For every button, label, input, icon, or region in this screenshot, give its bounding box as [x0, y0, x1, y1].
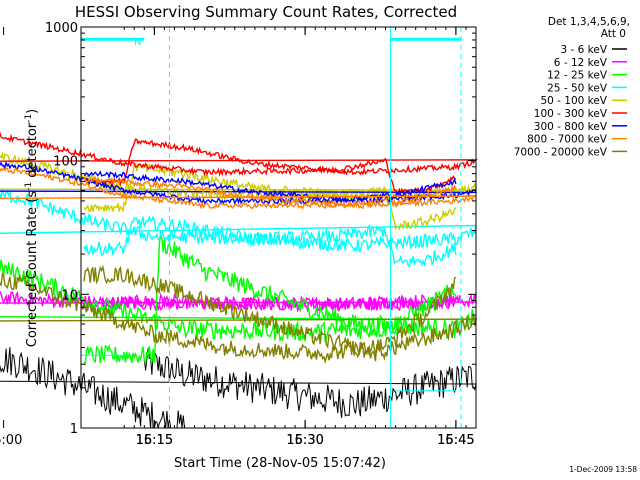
legend-entry: 6 - 12 keV — [554, 57, 608, 69]
x-tick-label: 15:15 — [136, 433, 173, 448]
legend-entry: 50 - 100 keV — [540, 95, 607, 107]
legend-entry: 300 - 800 keV — [534, 121, 608, 133]
overlay-layer — [81, 27, 462, 428]
y-label-main: Corrected Count Rate (s — [25, 191, 40, 348]
legend-entry: 800 - 7000 keV — [527, 134, 608, 146]
footer-date: 1-Dec-2009 13:58 — [569, 465, 637, 474]
x-tick-label: 16:30 — [286, 433, 323, 448]
legend-entry: 3 - 6 keV — [560, 44, 607, 56]
plot-frame — [80, 26, 477, 429]
series-line — [0, 264, 477, 365]
y-tick-label: 1 — [70, 422, 78, 437]
y-label-end: ) — [25, 109, 40, 114]
x-tick-label: 15:45 — [437, 433, 474, 448]
series-line — [0, 290, 477, 313]
series-line — [0, 347, 477, 429]
y-label-sup1: -1 — [24, 182, 34, 191]
legend-header-1: Det 1,3,4,5,6,9, — [548, 16, 630, 28]
x-axis-label: Start Time (28-Nov-05 15:07:42) — [174, 456, 386, 471]
series-line — [0, 234, 478, 367]
legend-header-2: Att 0 — [601, 28, 626, 40]
x-tick-label: 15:30 — [286, 433, 323, 448]
y-axis-label: Corrected Count Rate (s-1 detector-1) — [24, 109, 40, 347]
legend-entry: 25 - 50 keV — [547, 82, 608, 94]
y-tick-label: 1000 — [45, 21, 78, 36]
x-tick-label: 16:15 — [136, 433, 173, 448]
plot-area — [0, 132, 479, 429]
legend-entry: 12 - 25 keV — [547, 70, 608, 82]
legend-entry: 100 - 300 keV — [534, 108, 608, 120]
y-tick-label: 10 — [61, 288, 78, 303]
y-tick-label: 100 — [53, 155, 78, 170]
legend-entry: 7000 - 20000 keV — [514, 146, 608, 158]
night-marker-label: N — [134, 37, 141, 48]
series-line — [0, 188, 477, 269]
series-line — [0, 151, 477, 231]
x-tick-label: 16:00 — [0, 433, 22, 448]
chart-title: HESSI Observing Summary Count Rates, Cor… — [75, 3, 457, 21]
y-label-mid: detector — [25, 122, 40, 182]
y-label-sup2: -1 — [24, 114, 34, 123]
x-tick-label: 16:45 — [437, 433, 474, 448]
series-line — [0, 166, 477, 210]
series-line — [0, 132, 479, 197]
axes: 15:15 15:30 15:45 16:00 16:15 16:30 16:45 1 10 10… — [0, 21, 477, 448]
